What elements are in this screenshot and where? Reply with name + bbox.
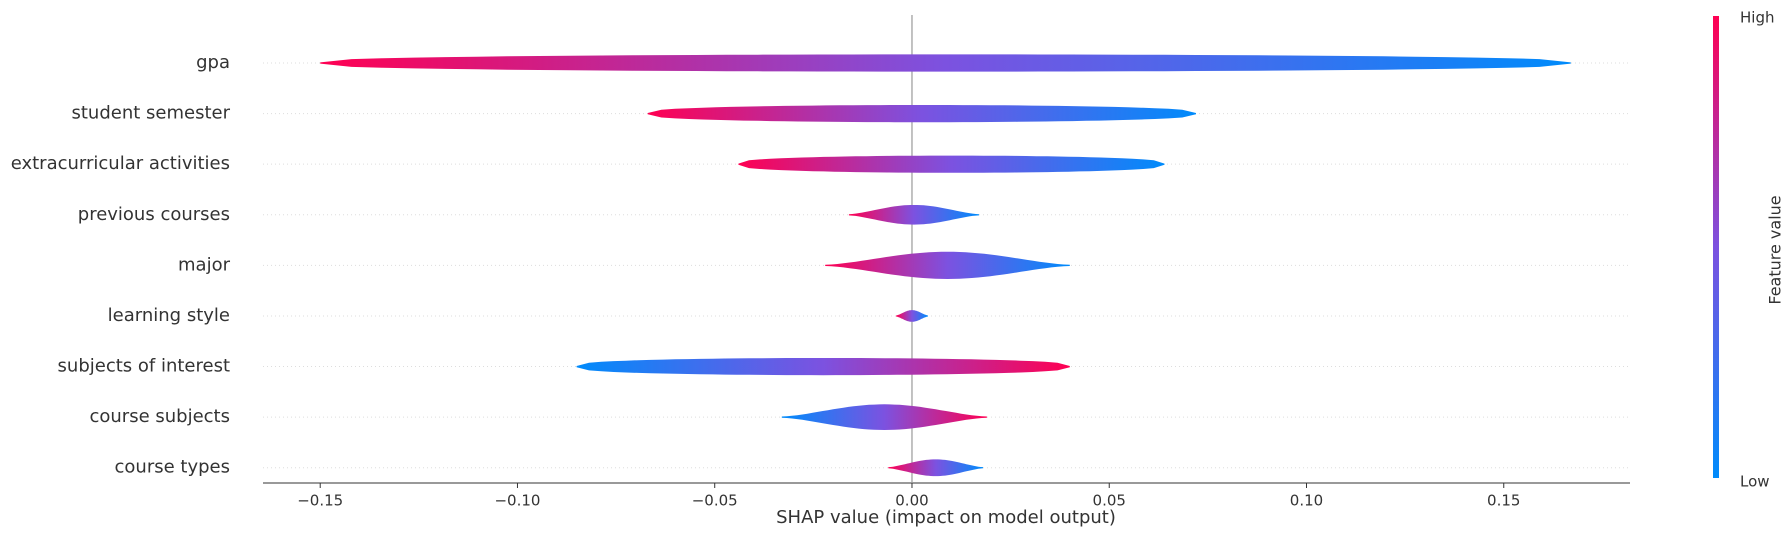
x-tick-label: 0.00 <box>895 492 928 510</box>
violin <box>896 310 928 322</box>
violin <box>576 358 1070 376</box>
feature-label: learning style <box>108 305 230 326</box>
feature-label: course types <box>115 457 230 478</box>
colorbar <box>1713 16 1719 478</box>
feature-label: previous courses <box>78 204 230 225</box>
feature-label: gpa <box>196 52 230 73</box>
x-tick-label: 0.10 <box>1290 492 1323 510</box>
feature-label: course subjects <box>89 406 230 427</box>
x-tick-label: −0.05 <box>692 492 738 510</box>
violin <box>825 251 1070 279</box>
colorbar-high: High <box>1740 9 1774 27</box>
violin <box>848 205 979 225</box>
x-tick-label: −0.15 <box>297 492 343 510</box>
x-axis-label: SHAP value (impact on model output) <box>776 507 1116 528</box>
violin <box>320 54 1571 72</box>
colorbar-label: Feature value <box>1766 195 1785 304</box>
feature-label: extracurricular activities <box>11 153 230 174</box>
colorbar-low: Low <box>1740 473 1770 491</box>
feature-label: major <box>178 254 231 275</box>
feature-label: subjects of interest <box>58 356 230 377</box>
x-tick-label: 0.05 <box>1093 492 1126 510</box>
violin <box>888 459 983 477</box>
violin <box>647 105 1196 123</box>
feature-label: student semester <box>71 103 230 124</box>
violin <box>781 404 987 430</box>
x-tick-label: 0.15 <box>1487 492 1520 510</box>
violin <box>738 155 1165 173</box>
x-tick-label: −0.10 <box>494 492 540 510</box>
